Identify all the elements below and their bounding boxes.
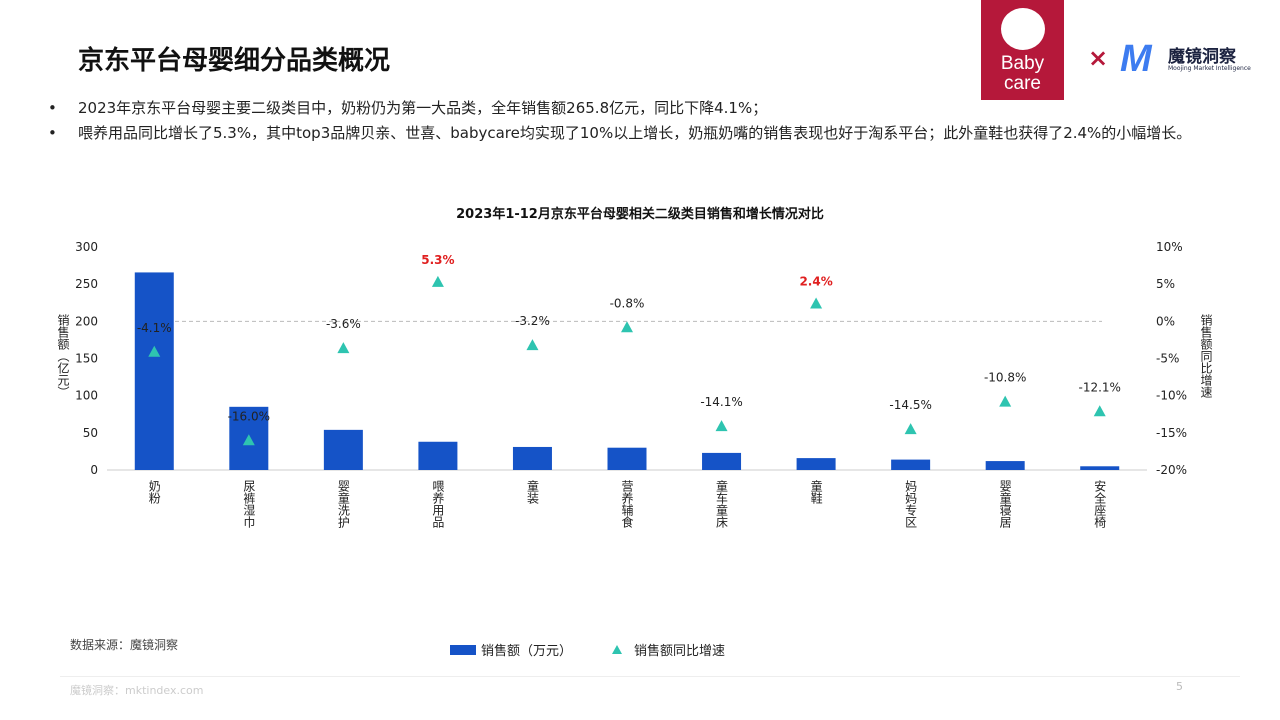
x-tick-label: 奶粉 (147, 480, 162, 504)
bullet-item: • 2023年京东平台母婴主要二级类目中，奶粉仍为第一大品类，全年销售额265.8… (48, 99, 768, 117)
growth-data-label: -10.8% (984, 371, 1026, 385)
y-right-tick-label: -15% (1156, 426, 1187, 440)
y-tick-label: 250 (75, 277, 98, 291)
x-tick-label: 喂养用品 (430, 480, 445, 528)
growth-data-label: 5.3% (421, 253, 454, 267)
growth-marker-奶粉 (148, 345, 161, 357)
y-tick-label: 150 (75, 352, 98, 366)
bar-营养辅食 (607, 447, 647, 470)
growth-marker-安全座椅 (1093, 405, 1106, 417)
growth-marker-婴童寝居 (999, 395, 1012, 407)
y-right-tick-label: 10% (1156, 240, 1183, 254)
y-tick-label: 300 (75, 240, 98, 254)
growth-marker-喂养用品 (431, 275, 444, 287)
bar-童鞋 (796, 458, 836, 470)
bar-喂养用品 (418, 441, 458, 470)
x-tick-label: 安全座椅 (1092, 480, 1107, 528)
y-right-tick-label: 0% (1156, 314, 1175, 328)
growth-marker-尿裤湿巾 (242, 434, 255, 446)
data-source: 数据来源：魔镜洞察 (70, 638, 179, 652)
growth-marker-营养辅食 (621, 321, 633, 333)
x-tick-label: 尿裤湿巾 (241, 480, 256, 528)
y-axis-title: 销售额（亿元） (56, 314, 70, 398)
baby-head-icon (1000, 8, 1045, 50)
growth-data-label: -4.1% (137, 321, 172, 335)
x-tick-label: 婴童洗护 (336, 480, 351, 528)
growth-marker-婴童洗护 (337, 342, 350, 354)
growth-data-label: -16.0% (228, 409, 270, 423)
growth-marker-童鞋 (810, 297, 823, 309)
growth-data-label: -3.2% (515, 314, 550, 328)
chart-title: 2023年1-12月京东平台母婴相关二级类目销售和增长情况对比 (456, 207, 824, 222)
bar-婴童寝居 (985, 461, 1025, 470)
growth-data-label: 2.4% (799, 274, 832, 288)
y-tick-label: 0 (90, 463, 98, 477)
y-tick-label: 200 (75, 314, 98, 328)
x-tick-label: 妈妈专区 (903, 480, 918, 528)
babycare-logo: Baby care (981, 0, 1064, 100)
growth-data-label: -3.6% (326, 317, 361, 331)
page-number: 5 (1176, 680, 1183, 693)
bar-妈妈专区 (891, 459, 931, 470)
footer-site: 魔镜洞察：mktindex.com (70, 684, 204, 697)
x-tick-label: 童装 (525, 480, 540, 504)
legend-growth: 销售额同比增速 (612, 640, 725, 659)
y-right-tick-label: -10% (1156, 389, 1187, 403)
y-right-tick-label: -20% (1156, 463, 1187, 477)
growth-data-label: -14.5% (889, 398, 931, 412)
growth-data-label: -0.8% (610, 296, 645, 310)
y-tick-label: 50 (83, 426, 98, 440)
y-right-axis-title: 销售额同比增速 (1199, 314, 1213, 398)
growth-data-label: -12.1% (1079, 380, 1121, 394)
bar-婴童洗护 (323, 429, 363, 470)
growth-marker-童车童床 (715, 420, 728, 432)
summary-bullets: • 2023年京东平台母婴主要二级类目中，奶粉仍为第一大品类，全年销售额265.8… (48, 96, 1248, 146)
x-tick-label: 营养辅食 (620, 480, 634, 528)
legend-triangle-icon (612, 645, 622, 654)
bar-安全座椅 (1080, 466, 1120, 470)
moojing-m-logo-icon: M (1120, 38, 1152, 80)
page-title: 京东平台母婴细分品类概况 (78, 46, 391, 76)
x-tick-label: 婴童寝居 (998, 480, 1013, 528)
bar-童装 (512, 446, 552, 470)
legend-bar-swatch (450, 644, 476, 655)
growth-data-label: -14.1% (700, 395, 742, 409)
moojing-logo-name: 魔镜洞察 (1168, 47, 1236, 67)
moojing-logo-sub: Moojing Market Intelligence (1168, 65, 1251, 72)
y-right-tick-label: -5% (1156, 352, 1179, 366)
bullet-item: • 喂养用品同比增长了5.3%，其中top3品牌贝亲、世喜、babycare均实现… (48, 124, 1192, 142)
growth-marker-童装 (526, 339, 539, 351)
footer-divider (60, 676, 1240, 677)
bar-童车童床 (702, 452, 742, 470)
y-right-tick-label: 5% (1156, 277, 1175, 291)
y-tick-label: 100 (75, 389, 98, 403)
bar-奶粉 (134, 272, 174, 470)
collab-x-icon: × (1088, 44, 1109, 72)
legend-sales: 销售额（万元） (450, 640, 572, 659)
growth-marker-妈妈专区 (904, 423, 917, 435)
x-tick-label: 童鞋 (809, 480, 824, 504)
x-tick-label: 童车童床 (714, 480, 729, 528)
